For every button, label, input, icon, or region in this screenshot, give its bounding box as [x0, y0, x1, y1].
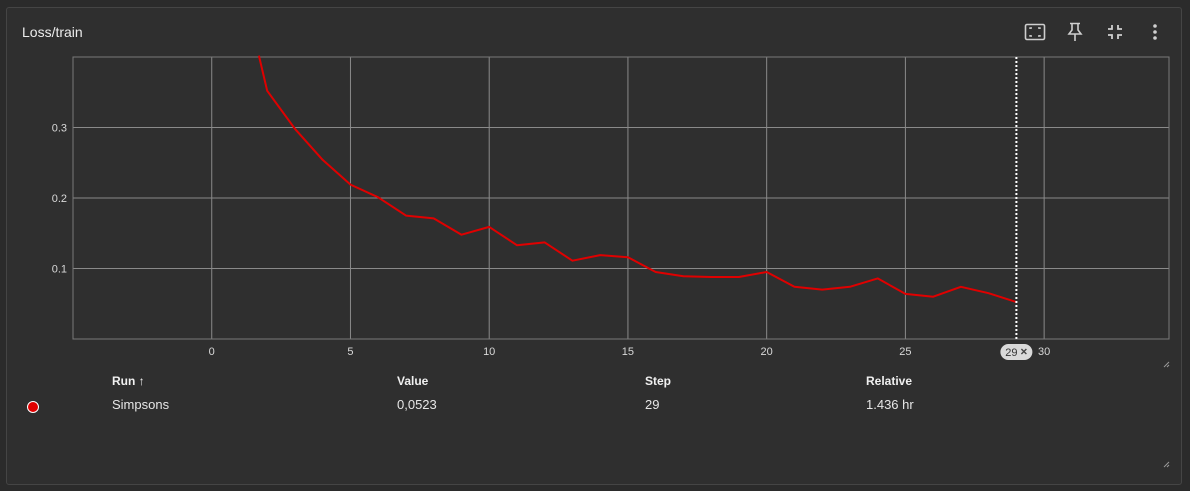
run-color-dot — [27, 401, 39, 413]
header-value[interactable]: Value — [397, 374, 429, 388]
y-grid-lines — [73, 127, 1169, 269]
series-group — [257, 55, 1017, 304]
table-resize-handle[interactable] — [1163, 461, 1170, 468]
y-tick-label: 0.1 — [52, 264, 67, 276]
fit-domain-icon — [1024, 23, 1046, 41]
x-tick-label: 20 — [761, 346, 773, 358]
header-run[interactable]: Run ↑ — [112, 374, 145, 388]
header-relative[interactable]: Relative — [866, 374, 913, 388]
x-axis-ticks: 0 5 10 15 20 25 30 — [209, 346, 1051, 358]
x-tick-label: 10 — [483, 346, 495, 358]
chart-resize-handle[interactable] — [1163, 361, 1170, 368]
more-options-button[interactable] — [1135, 20, 1175, 44]
y-tick-label: 0.2 — [52, 193, 67, 205]
fit-domain-button[interactable] — [1015, 20, 1055, 44]
series-line — [257, 55, 1017, 304]
y-tick-label: 0.3 — [52, 123, 67, 135]
y-axis-ticks: 0.1 0.2 0.3 — [52, 123, 67, 276]
close-icon[interactable] — [1020, 348, 1027, 355]
chart-area[interactable]: 0 5 10 15 20 25 30 0.1 0.2 0.3 29 — [7, 8, 1183, 378]
line-chart[interactable]: 0 5 10 15 20 25 30 0.1 0.2 0.3 29 — [7, 8, 1183, 373]
row-run: Simpsons — [112, 397, 170, 412]
x-tick-label: 25 — [899, 346, 911, 358]
x-tick-label: 5 — [347, 346, 353, 358]
pin-button[interactable] — [1055, 20, 1095, 44]
x-tick-label: 30 — [1038, 346, 1050, 358]
more-vert-icon — [1153, 24, 1157, 40]
row-value: 0,0523 — [397, 397, 437, 412]
row-step: 29 — [645, 397, 660, 412]
x-tick-label: 15 — [622, 346, 634, 358]
step-cursor-label: 29 — [1005, 347, 1017, 359]
collapse-icon — [1108, 25, 1122, 39]
x-tick-label: 0 — [209, 346, 215, 358]
header-step[interactable]: Step — [645, 374, 672, 388]
plot-frame — [72, 56, 1170, 340]
row-relative: 1.436 hr — [866, 397, 914, 412]
scalar-card: Loss/train — [6, 7, 1182, 485]
card-title: Loss/train — [22, 24, 83, 40]
card-toolbar — [1015, 20, 1175, 44]
collapse-button[interactable] — [1095, 20, 1135, 44]
step-cursor[interactable]: 29 — [1000, 57, 1033, 360]
step-cursor-chip[interactable] — [1000, 344, 1033, 360]
pin-icon — [1067, 22, 1083, 41]
